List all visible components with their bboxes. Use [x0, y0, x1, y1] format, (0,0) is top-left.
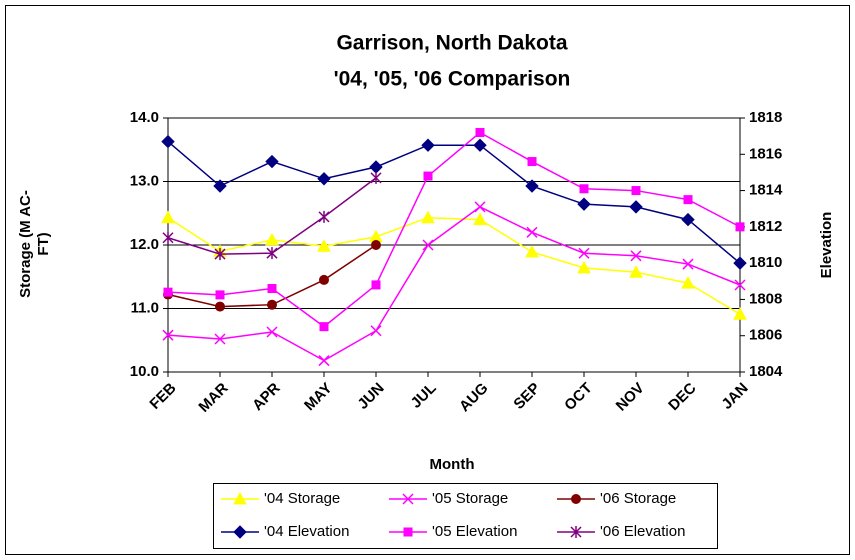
legend-box: [213, 483, 718, 549]
data-point: [733, 307, 747, 320]
legend-label: '04 Elevation: [264, 523, 349, 540]
data-point: [215, 301, 225, 312]
y-tick-label: 13.0: [130, 172, 159, 189]
data-point: [371, 280, 381, 290]
data-point: [422, 239, 434, 251]
data-point: [474, 201, 486, 213]
data-point: [267, 299, 277, 310]
y2-axis-label: Elevation: [818, 212, 835, 279]
data-point: [473, 138, 487, 152]
data-point: [214, 248, 226, 261]
y-tick-label: 14.0: [130, 109, 159, 126]
y2-tick-label: 1812: [749, 218, 782, 235]
legend-marker: [570, 526, 582, 538]
data-point: [213, 179, 227, 193]
data-point: [629, 200, 643, 214]
legend-label: '05 Elevation: [432, 523, 517, 540]
y2-tick-label: 1808: [749, 290, 782, 307]
y2-tick-label: 1814: [749, 182, 783, 199]
data-point: [267, 284, 277, 294]
series-line: [167, 141, 741, 264]
data-point: [682, 258, 694, 270]
data-point: [735, 222, 745, 232]
data-point: [526, 226, 538, 238]
legend-marker: [403, 527, 413, 537]
data-point: [579, 184, 589, 194]
chart-subtitle: '04, '05, '06 Comparison: [334, 68, 571, 91]
data-point: [371, 240, 381, 250]
data-point: [578, 247, 590, 259]
chart-title: Garrison, North Dakota: [336, 32, 567, 55]
legend-marker: [402, 493, 414, 505]
data-point: [421, 138, 435, 152]
data-point: [527, 157, 537, 167]
data-point: [525, 179, 539, 193]
data-point: [266, 247, 278, 260]
data-point: [265, 154, 279, 169]
data-point: [681, 212, 695, 227]
y2-tick-label: 1810: [749, 254, 782, 271]
data-point: [266, 326, 278, 338]
data-point: [317, 172, 331, 186]
data-point: [265, 232, 279, 246]
data-point: [423, 171, 433, 181]
data-point: [577, 260, 591, 274]
data-point: [318, 210, 330, 223]
data-point: [214, 333, 226, 345]
data-point: [577, 197, 591, 211]
x-axis-label: Month: [430, 456, 475, 473]
data-point: [683, 195, 693, 205]
data-point: [475, 128, 485, 138]
data-point: [370, 325, 382, 337]
data-point: [629, 265, 643, 278]
data-point: [319, 274, 329, 285]
series-line: [167, 216, 741, 315]
data-point: [319, 322, 329, 332]
y2-tick-label: 1818: [749, 109, 782, 126]
data-point: [162, 231, 174, 244]
data-point: [215, 290, 225, 300]
data-point: [681, 276, 695, 289]
legend-marker: [571, 494, 581, 504]
series-line: [167, 206, 741, 362]
data-point: [525, 244, 539, 258]
data-point: [163, 287, 173, 297]
data-point: [317, 239, 331, 252]
legend-label: '06 Storage: [600, 490, 676, 507]
data-point: [734, 279, 746, 291]
data-point: [421, 210, 435, 224]
y2-tick-label: 1804: [749, 363, 783, 380]
data-point: [161, 134, 175, 149]
legend-marker: [233, 491, 247, 505]
data-point: [631, 186, 641, 196]
data-point: [162, 329, 174, 341]
y-tick-label: 11.0: [131, 299, 159, 316]
series-line: [167, 131, 741, 328]
y2-tick-label: 1806: [749, 327, 782, 344]
legend-label: '06 Elevation: [600, 523, 685, 540]
legend-label: '05 Storage: [432, 490, 508, 507]
y2-tick-label: 1816: [749, 145, 782, 162]
data-point: [733, 256, 747, 270]
y-axis-label: Storage (M AC-FT): [17, 190, 52, 298]
y-tick-label: 12.0: [130, 236, 159, 253]
data-point: [161, 210, 175, 224]
y-tick-label: 10.0: [130, 363, 159, 380]
data-point: [630, 250, 642, 262]
data-point: [318, 355, 330, 367]
data-point: [473, 212, 487, 226]
legend-marker: [233, 525, 247, 539]
legend-label: '04 Storage: [264, 490, 340, 507]
data-point: [370, 171, 382, 184]
